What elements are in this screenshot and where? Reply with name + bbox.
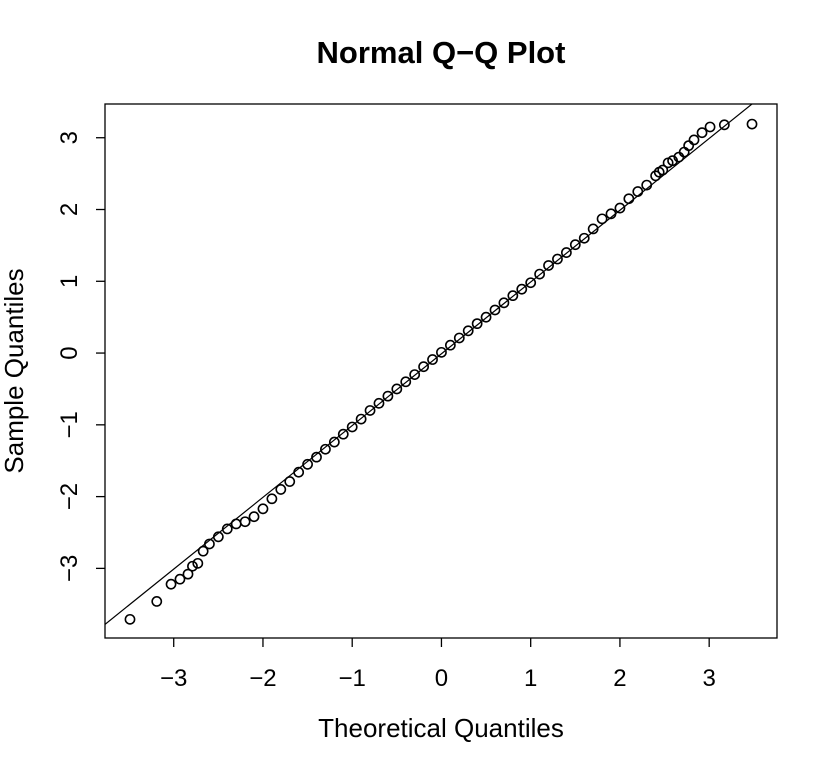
point: [569, 239, 581, 251]
point: [409, 369, 421, 380]
x-tick-label: 2: [613, 665, 626, 692]
point: [525, 277, 537, 289]
x-tick-label: 1: [524, 665, 537, 692]
y-tick-label: 1: [56, 275, 83, 288]
point: [212, 531, 224, 543]
point: [560, 247, 572, 258]
point: [221, 523, 233, 535]
point: [373, 397, 385, 409]
point: [587, 223, 599, 235]
x-tick-label: 3: [702, 665, 715, 692]
point: [696, 127, 708, 139]
point: [552, 253, 563, 265]
point: [197, 545, 209, 557]
point: [418, 361, 429, 373]
point: [165, 578, 177, 590]
point: [182, 568, 194, 580]
point: [239, 516, 251, 528]
point: [498, 297, 510, 309]
point: [284, 476, 296, 487]
point: [688, 134, 700, 146]
point: [623, 193, 635, 205]
point: [248, 511, 260, 523]
y-axis-label: Sample Quantiles: [0, 268, 29, 473]
y-tick-label: −2: [56, 483, 83, 510]
point: [257, 503, 269, 515]
y-tick-label: −3: [56, 555, 83, 582]
point: [192, 557, 204, 569]
point: [444, 339, 456, 351]
point: [337, 428, 349, 440]
point: [746, 118, 758, 130]
point: [320, 443, 331, 455]
y-tick-label: 2: [56, 203, 83, 216]
point: [364, 405, 376, 416]
point: [400, 376, 412, 388]
point: [489, 304, 501, 316]
point: [204, 538, 215, 550]
x-tick-label: −3: [160, 665, 187, 692]
point: [462, 325, 474, 337]
point: [480, 311, 492, 323]
point: [328, 436, 340, 448]
x-tick-label: 0: [435, 665, 448, 692]
x-axis-label: Theoretical Quantiles: [318, 713, 564, 743]
point: [275, 484, 287, 495]
point: [718, 119, 730, 131]
point: [174, 573, 186, 585]
x-tick-label: −1: [339, 665, 366, 692]
point: [151, 595, 163, 607]
point: [605, 208, 617, 220]
point: [124, 613, 136, 625]
point: [650, 170, 662, 182]
point: [453, 332, 465, 344]
point: [632, 186, 644, 197]
point: [534, 268, 546, 280]
point: [704, 121, 716, 133]
point: [382, 390, 394, 402]
point: [657, 164, 669, 176]
point: [516, 283, 528, 295]
point: [596, 213, 608, 225]
y-tick-label: −1: [56, 411, 83, 438]
point: [346, 421, 358, 433]
point: [578, 232, 590, 244]
point: [187, 560, 198, 572]
point: [302, 458, 313, 470]
point: [683, 140, 695, 152]
point: [471, 318, 483, 330]
point: [293, 466, 305, 478]
point: [266, 493, 278, 505]
chart-title: Normal Q−Q Plot: [317, 35, 566, 70]
point: [311, 451, 322, 463]
x-tick-label: −2: [249, 665, 276, 692]
y-tick-label: 3: [56, 131, 83, 144]
point: [507, 290, 519, 302]
point: [391, 383, 403, 395]
y-tick-label: 0: [56, 346, 83, 359]
point: [614, 202, 626, 214]
point: [436, 346, 447, 358]
point: [641, 179, 653, 191]
point: [543, 260, 554, 271]
point: [427, 354, 438, 365]
point: [355, 413, 367, 425]
